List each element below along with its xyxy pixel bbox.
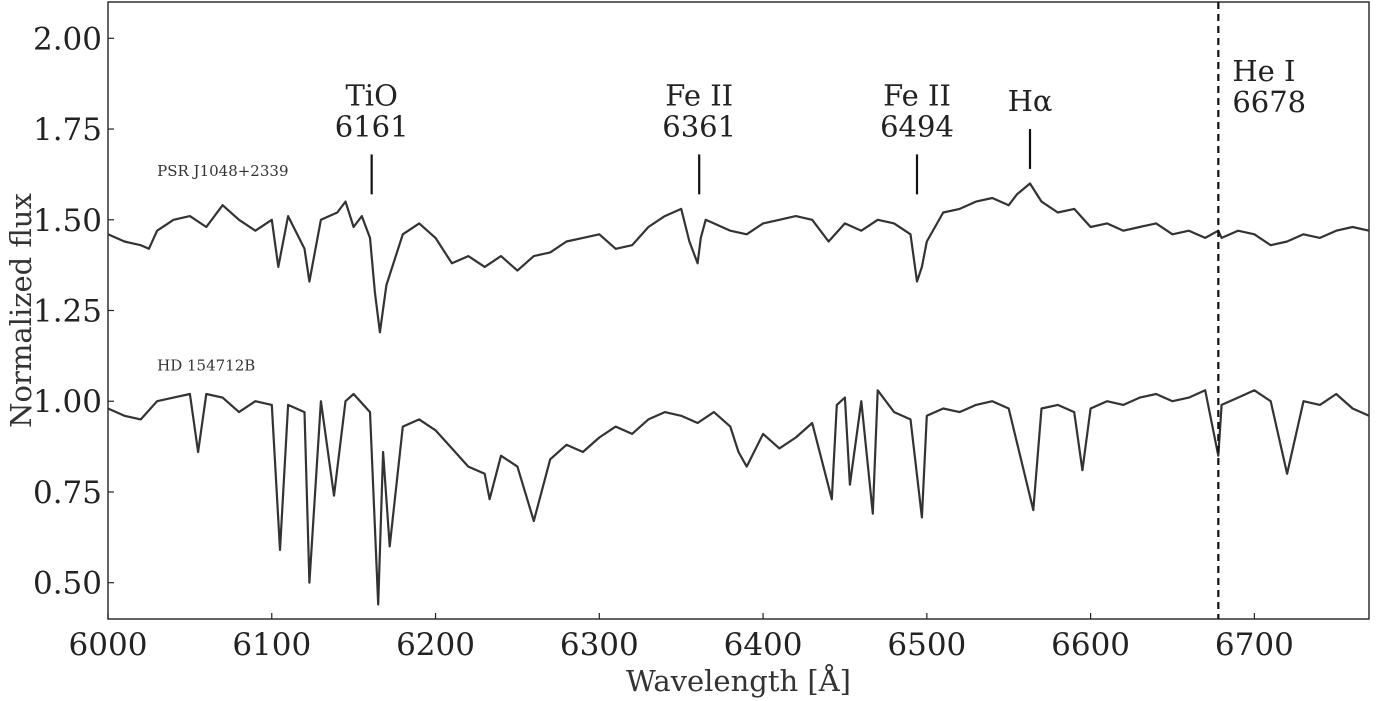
line-label-text: 6494: [880, 109, 954, 143]
x-tick-label: 6200: [396, 627, 475, 663]
series-name-2: HD 154712B: [157, 356, 255, 374]
x-tick-label: 6000: [69, 627, 148, 663]
x-axis-label: Wavelength [Å]: [626, 663, 851, 698]
y-tick-label: 2.00: [33, 21, 102, 57]
line-label-text: 6678: [1232, 85, 1306, 119]
series-line-2: [107, 389, 1370, 606]
line-label-text: He I: [1232, 54, 1295, 88]
x-axis-ticks: 6000 6100 6200 6300 6400 6500 6600 6700: [69, 613, 1294, 663]
y-tick-label: 1.75: [33, 112, 102, 148]
series-line-1: [107, 182, 1370, 334]
line-markers: [370, 129, 1032, 195]
line-label-2: Fe II 6361: [662, 78, 736, 143]
y-axis-label: Normalized flux: [4, 193, 38, 428]
series-name-labels: PSR J1048+2339 HD 154712B: [157, 162, 288, 374]
y-tick-label: 1.25: [33, 294, 102, 330]
x-tick-label: 6100: [232, 627, 311, 663]
y-tick-label: 0.50: [33, 566, 102, 602]
x-tick-label: 6700: [1215, 627, 1294, 663]
x-tick-label: 6400: [724, 627, 803, 663]
series-name-1: PSR J1048+2339: [157, 162, 288, 180]
plot-frame: [107, 1, 1370, 620]
x-tick-label: 6500: [887, 627, 966, 663]
line-label-text: 6361: [662, 109, 736, 143]
line-label-text: 6161: [335, 109, 409, 143]
y-tick-label: 0.75: [33, 475, 102, 511]
x-tick-label: 6600: [1051, 627, 1130, 663]
line-label-1: TiO 6161: [335, 78, 409, 143]
y-axis-ticks: 0.50 0.75 1.00 1.25 1.50 1.75 2.00: [33, 21, 114, 602]
line-label-text: Hα: [1008, 84, 1053, 118]
y-tick-label: 1.50: [33, 203, 102, 239]
line-label-text: Fe II: [665, 78, 733, 112]
spectrum-traces: [107, 182, 1370, 606]
line-label-text: TiO: [345, 78, 397, 112]
line-label-text: Fe II: [883, 78, 951, 112]
line-label-5: He I 6678: [1232, 54, 1306, 119]
y-tick-label: 1.00: [33, 384, 102, 420]
x-tick-label: 6300: [560, 627, 639, 663]
line-label-4: Hα: [1008, 84, 1053, 118]
line-label-3: Fe II 6494: [880, 78, 954, 143]
